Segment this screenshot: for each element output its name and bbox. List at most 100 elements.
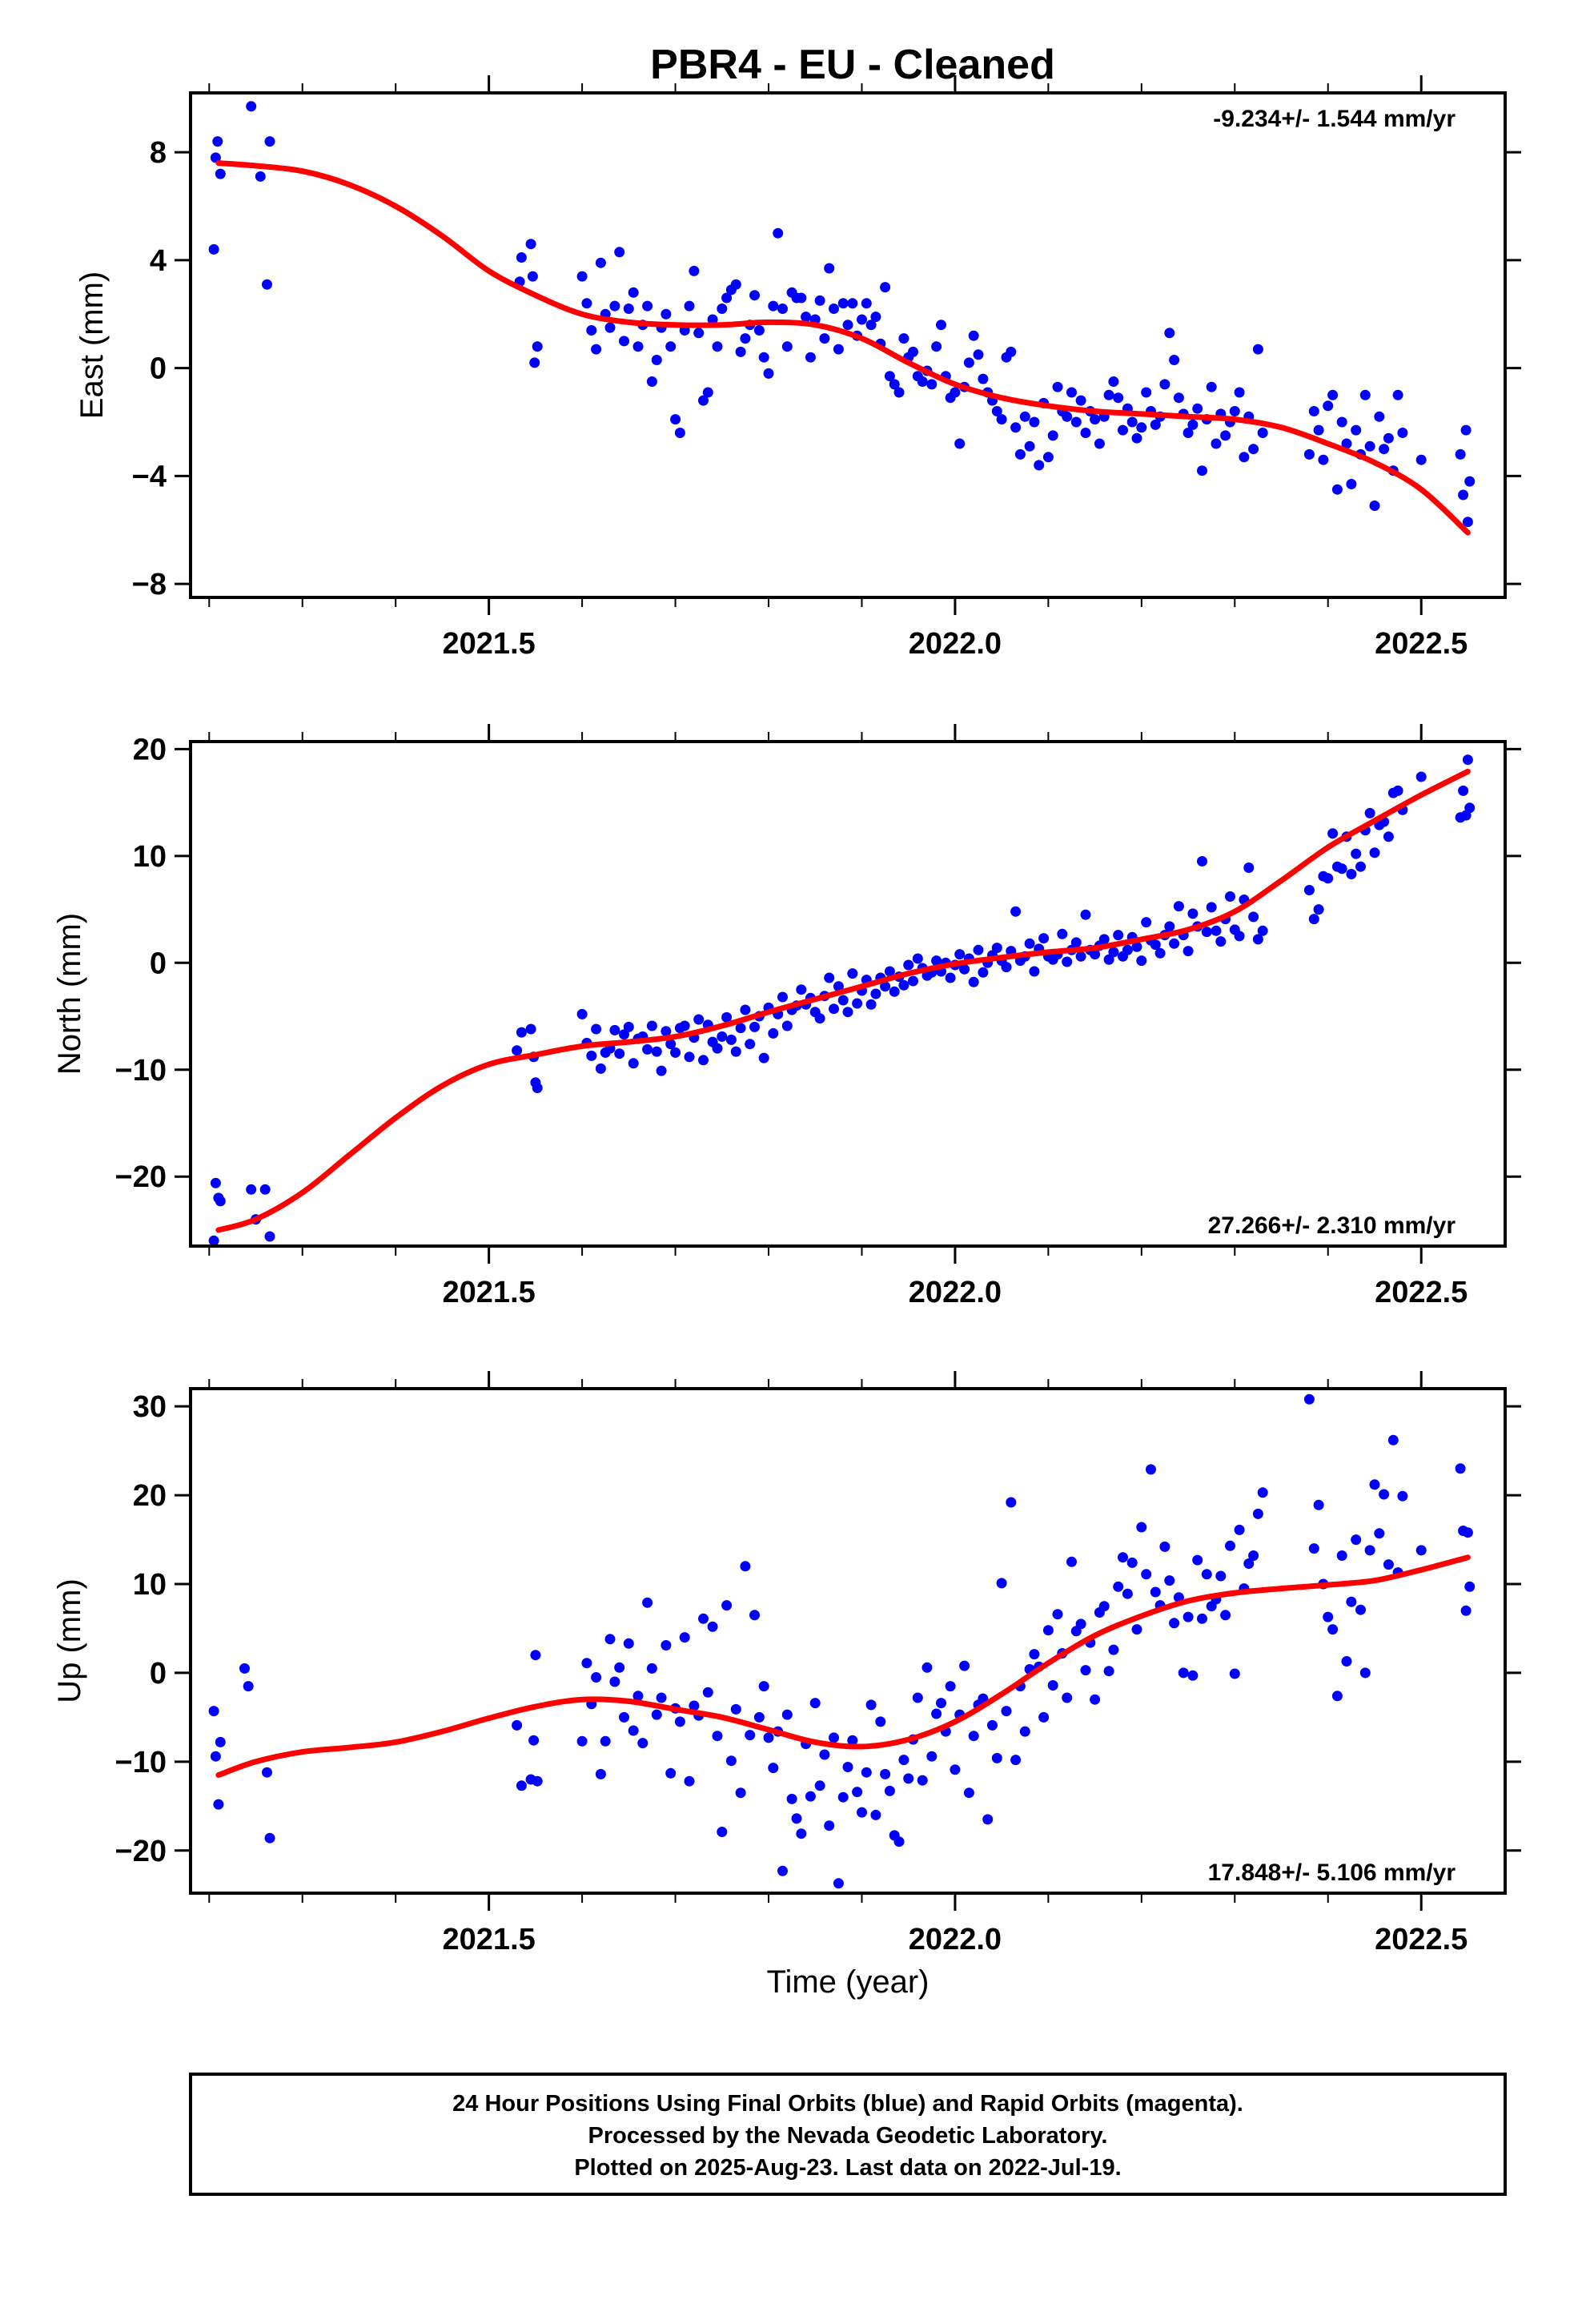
up-point bbox=[614, 1662, 625, 1673]
north-point bbox=[623, 1021, 634, 1032]
north-point bbox=[1248, 911, 1259, 923]
north-point bbox=[852, 998, 863, 1009]
north-point bbox=[717, 1031, 728, 1042]
up-point bbox=[781, 1709, 793, 1720]
up-point bbox=[619, 1711, 629, 1723]
east-point bbox=[1462, 517, 1473, 528]
east-y-tick-label: −4 bbox=[132, 460, 167, 493]
up-point bbox=[1090, 1694, 1101, 1705]
up-point bbox=[712, 1731, 723, 1742]
east-point bbox=[735, 346, 746, 357]
east-point bbox=[646, 376, 657, 387]
up-point bbox=[1397, 1490, 1408, 1502]
north-fit-line bbox=[215, 768, 1471, 1233]
north-marks: 2021.5 2022.0 2022.5 −20 −10 0 10 20 bbox=[115, 724, 1521, 1309]
north-point bbox=[1090, 949, 1101, 960]
east-point bbox=[926, 379, 938, 390]
north-x-tick-label: 2021.5 bbox=[443, 1276, 536, 1309]
north-point bbox=[1131, 941, 1142, 952]
east-point bbox=[1159, 379, 1170, 390]
east-point bbox=[1029, 416, 1040, 428]
east-point bbox=[1014, 448, 1026, 460]
north-point bbox=[837, 995, 849, 1006]
up-point bbox=[931, 1708, 942, 1719]
north-point bbox=[1201, 927, 1212, 938]
up-x-tick-label: 2021.5 bbox=[443, 1923, 536, 1956]
up-frame bbox=[189, 1387, 1507, 1895]
east-y-tick-label: −8 bbox=[132, 568, 167, 601]
east-point bbox=[801, 312, 812, 323]
east-x-tick-label: 2021.5 bbox=[443, 627, 536, 661]
east-x-tick-label: 2022.5 bbox=[1375, 627, 1468, 661]
up-point bbox=[1146, 1464, 1156, 1475]
east-point bbox=[717, 304, 728, 314]
up-point bbox=[1131, 1624, 1142, 1635]
east-point bbox=[1192, 403, 1203, 414]
east-point bbox=[1090, 414, 1101, 425]
up-point bbox=[1383, 1559, 1394, 1570]
east-point bbox=[950, 387, 961, 398]
north-point bbox=[628, 1058, 639, 1069]
north-point bbox=[1225, 891, 1235, 902]
up-point bbox=[1229, 1668, 1240, 1679]
north-point bbox=[642, 1043, 653, 1055]
north-point bbox=[1122, 944, 1133, 955]
east-point bbox=[758, 352, 769, 363]
east-point bbox=[1364, 440, 1375, 452]
east-point bbox=[740, 333, 751, 344]
north-point bbox=[945, 972, 956, 983]
east-point bbox=[893, 387, 905, 398]
up-point bbox=[1122, 1588, 1133, 1599]
east-point bbox=[991, 406, 1002, 416]
east-point bbox=[865, 320, 877, 331]
east-point bbox=[1239, 452, 1250, 463]
east-point bbox=[702, 387, 713, 398]
north-y-tick-label: −20 bbox=[115, 1160, 167, 1194]
north-point bbox=[781, 1020, 793, 1031]
north-point bbox=[721, 1011, 733, 1023]
east-point bbox=[632, 341, 644, 352]
east-point bbox=[884, 371, 895, 382]
east-point bbox=[870, 312, 881, 323]
north-point bbox=[512, 1045, 523, 1056]
north-point bbox=[1206, 902, 1217, 913]
east-point bbox=[1220, 430, 1231, 441]
east-y-tick-label: 4 bbox=[150, 244, 167, 278]
up-point bbox=[1164, 1575, 1175, 1586]
north-point bbox=[586, 1050, 597, 1061]
up-point bbox=[963, 1787, 974, 1799]
east-point bbox=[1042, 452, 1054, 463]
north-point bbox=[264, 1231, 275, 1242]
east-point bbox=[963, 357, 974, 368]
north-point bbox=[210, 1177, 221, 1188]
up-ylabel: Up (mm) bbox=[52, 1578, 87, 1703]
up-point bbox=[1225, 1540, 1235, 1551]
east-point bbox=[1080, 428, 1091, 438]
footer-line-2: Processed by the Nevada Geodetic Laborat… bbox=[588, 2123, 1108, 2149]
east-point bbox=[1034, 460, 1045, 471]
east-point bbox=[1248, 444, 1259, 455]
up-point bbox=[1331, 1691, 1343, 1702]
east-ylabel: East (mm) bbox=[74, 271, 110, 419]
up-point bbox=[1098, 1601, 1110, 1612]
north-point bbox=[1173, 901, 1184, 912]
north-frame bbox=[189, 740, 1507, 1248]
north-point bbox=[1057, 928, 1068, 939]
north-y-tick-label: 10 bbox=[133, 840, 167, 874]
east-point bbox=[1415, 454, 1427, 465]
east-point bbox=[651, 355, 662, 365]
east-point bbox=[516, 252, 527, 263]
up-point bbox=[893, 1836, 905, 1848]
up-point bbox=[1308, 1543, 1319, 1554]
north-point bbox=[959, 963, 970, 975]
up-point bbox=[632, 1691, 644, 1702]
up-point bbox=[1136, 1522, 1147, 1533]
east-point bbox=[1303, 448, 1315, 460]
up-y-tick-label: 10 bbox=[133, 1568, 167, 1602]
up-point bbox=[1042, 1625, 1054, 1636]
east-point bbox=[1141, 387, 1152, 398]
north-y-tick-label: 20 bbox=[133, 733, 167, 766]
east-point bbox=[1019, 411, 1030, 422]
